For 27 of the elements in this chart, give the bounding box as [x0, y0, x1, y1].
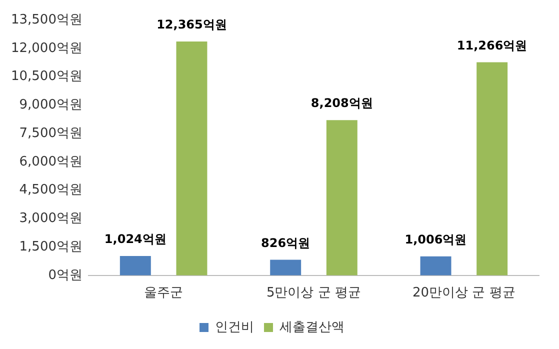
y-tick-label: 7,500억원	[19, 126, 82, 141]
bar	[176, 41, 208, 276]
y-tick-label: 12,000억원	[10, 40, 82, 56]
y-tick-label: 9,000억원	[19, 98, 82, 113]
bar	[420, 256, 452, 276]
bar	[326, 120, 358, 276]
bar	[270, 260, 302, 276]
y-tick-label: 3,000억원	[19, 211, 82, 226]
legend-label: 세출결산액	[280, 320, 344, 335]
data-label: 12,365억원	[156, 18, 227, 32]
data-label: 826억원	[261, 236, 310, 250]
y-tick-label: 1,500억원	[19, 239, 82, 254]
y-tick-label: 10,500억원	[10, 69, 82, 84]
y-tick-label: 0억원	[48, 268, 82, 283]
y-tick-label: 4,500억원	[19, 182, 82, 198]
x-tick-label: 5만이상 군 평균	[266, 286, 362, 301]
y-tick-label: 13,500억원	[10, 12, 82, 28]
data-label: 8,208억원	[310, 96, 373, 110]
legend-label: 인건비	[215, 320, 254, 335]
x-tick-label: 울주군	[144, 286, 184, 301]
bar	[476, 62, 508, 276]
bar	[120, 256, 151, 276]
data-label: 11,266억원	[456, 38, 528, 52]
data-label: 1,006억원	[404, 232, 467, 246]
x-tick-label: 20만이상 군 평균	[412, 286, 516, 301]
data-label: 1,024억원	[104, 232, 166, 246]
y-tick-label: 6,000억원	[19, 154, 82, 170]
